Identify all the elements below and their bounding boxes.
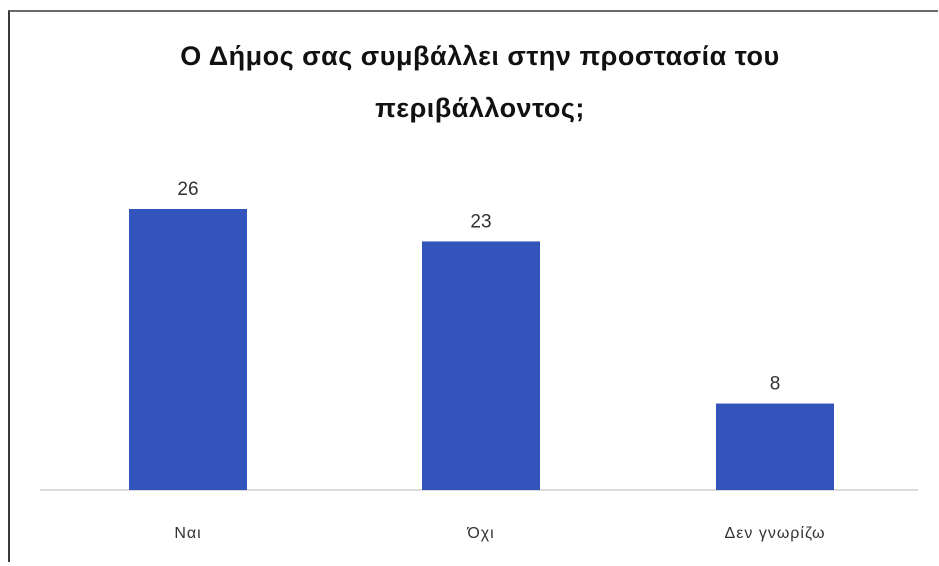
chart-title: Ο Δήμος σας συμβάλλει στην προστασία του… [180, 41, 780, 123]
category-tick-label: Ναι [174, 525, 201, 542]
bars-layer: 26 Ναι 23 Όχι 8 Δεν γνωρίζω [129, 179, 834, 542]
bar-3 [716, 403, 834, 490]
bar-value-label: 8 [770, 374, 781, 395]
category-tick-label: Όχι [466, 525, 494, 542]
bar-1 [129, 209, 247, 490]
bar-value-label: 23 [470, 211, 491, 232]
bar-value-label: 26 [177, 179, 198, 200]
bar-2 [422, 241, 540, 490]
category-tick-label: Δεν γνωρίζω [725, 525, 826, 542]
